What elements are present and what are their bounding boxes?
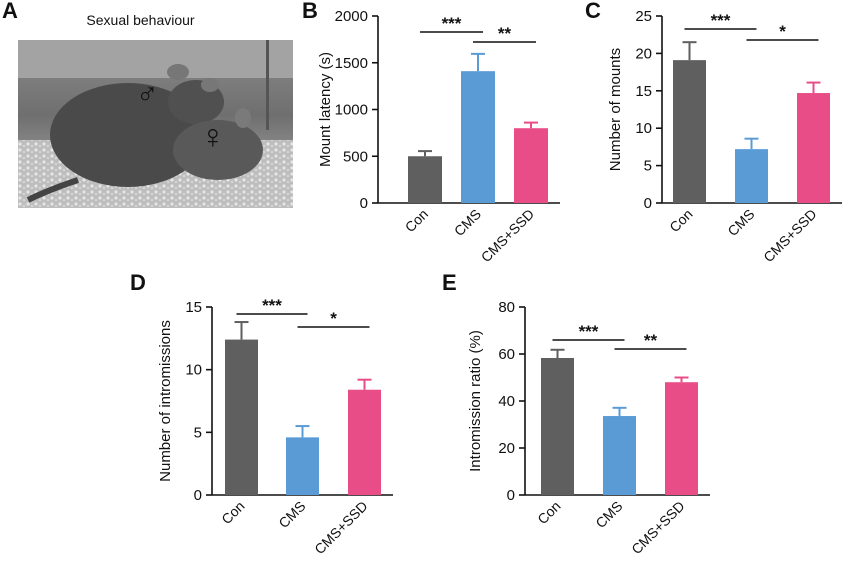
significance-label-d: * bbox=[330, 309, 337, 328]
y-tick-label-b: 2000 bbox=[335, 8, 368, 25]
y-tick-label-b: 0 bbox=[360, 195, 368, 212]
bar-e-con bbox=[541, 357, 574, 495]
y-axis-label-b: Mount latency (s) bbox=[317, 52, 334, 167]
bar-d-cms-ssd bbox=[348, 389, 381, 495]
y-tick-label-b: 1500 bbox=[335, 55, 368, 72]
panel-label-c: C bbox=[585, 0, 601, 23]
significance-label-e: *** bbox=[579, 322, 599, 341]
significance-label-c: *** bbox=[711, 11, 731, 30]
x-tick-label-e: CMS+SSD bbox=[628, 498, 687, 557]
y-tick-label-c: 0 bbox=[644, 195, 652, 212]
y-axis-label-e: Intromission ratio (%) bbox=[467, 330, 484, 472]
bar-d-con bbox=[225, 339, 258, 495]
significance-label-c: * bbox=[779, 22, 786, 41]
y-tick-label-e: 20 bbox=[498, 440, 515, 457]
y-tick-label-d: 10 bbox=[185, 362, 202, 379]
y-tick-label-d: 5 bbox=[194, 424, 202, 441]
panel-label-d: D bbox=[130, 270, 146, 295]
bar-e-cms-ssd bbox=[665, 382, 698, 495]
bar-b-cms-ssd bbox=[514, 128, 548, 203]
x-tick-label-b: Con bbox=[402, 206, 431, 235]
y-tick-label-c: 20 bbox=[635, 45, 652, 62]
x-tick-label-c: Con bbox=[666, 206, 695, 235]
panel-label-a: A bbox=[2, 0, 18, 23]
y-tick-label-c: 25 bbox=[635, 8, 652, 25]
y-tick-label-c: 5 bbox=[644, 158, 652, 175]
y-tick-label-b: 1000 bbox=[335, 102, 368, 119]
bar-c-cms bbox=[735, 149, 768, 203]
panel-label-b: B bbox=[302, 0, 318, 23]
significance-label-d: *** bbox=[262, 296, 282, 315]
male-symbol: ♂ bbox=[136, 78, 159, 111]
y-tick-label-d: 15 bbox=[185, 299, 202, 316]
x-tick-label-b: CMS+SSD bbox=[478, 206, 537, 265]
x-tick-label-e: Con bbox=[534, 498, 563, 527]
female-symbol: ♀ bbox=[200, 118, 226, 156]
y-tick-label-c: 10 bbox=[635, 120, 652, 137]
x-tick-label-b: CMS bbox=[451, 206, 484, 239]
x-tick-label-d: Con bbox=[218, 498, 247, 527]
y-tick-label-c: 15 bbox=[635, 83, 652, 100]
x-tick-label-e: CMS bbox=[592, 498, 625, 531]
y-tick-label-e: 0 bbox=[507, 487, 515, 504]
bar-c-con bbox=[673, 60, 706, 203]
y-axis-label-c: Number of mounts bbox=[607, 48, 624, 171]
y-tick-label-e: 80 bbox=[498, 299, 515, 316]
y-axis-label-d: Number of intromissions bbox=[157, 320, 174, 482]
photo-title: Sexual behaviour bbox=[86, 12, 195, 28]
rat-photo-drawing: ♂ ♀ bbox=[18, 40, 293, 208]
bar-d-cms bbox=[286, 437, 319, 495]
x-tick-label-d: CMS bbox=[275, 498, 308, 531]
significance-label-e: ** bbox=[644, 331, 658, 350]
x-tick-label-c: CMS+SSD bbox=[760, 206, 819, 265]
bar-b-cms bbox=[461, 71, 495, 203]
x-tick-label-c: CMS bbox=[724, 206, 757, 239]
significance-label-b: ** bbox=[498, 24, 512, 43]
bar-c-cms-ssd bbox=[797, 93, 830, 203]
x-tick-label-d: CMS+SSD bbox=[311, 498, 370, 557]
y-tick-label-e: 60 bbox=[498, 346, 515, 363]
y-tick-label-d: 0 bbox=[194, 487, 202, 504]
y-tick-label-e: 40 bbox=[498, 393, 515, 410]
y-tick-label-b: 500 bbox=[343, 148, 368, 165]
rat-photo: ♂ ♀ bbox=[18, 40, 293, 208]
bar-e-cms bbox=[603, 416, 636, 495]
bar-b-con bbox=[408, 156, 442, 203]
panel-label-e: E bbox=[442, 270, 457, 295]
significance-label-b: *** bbox=[442, 14, 462, 33]
